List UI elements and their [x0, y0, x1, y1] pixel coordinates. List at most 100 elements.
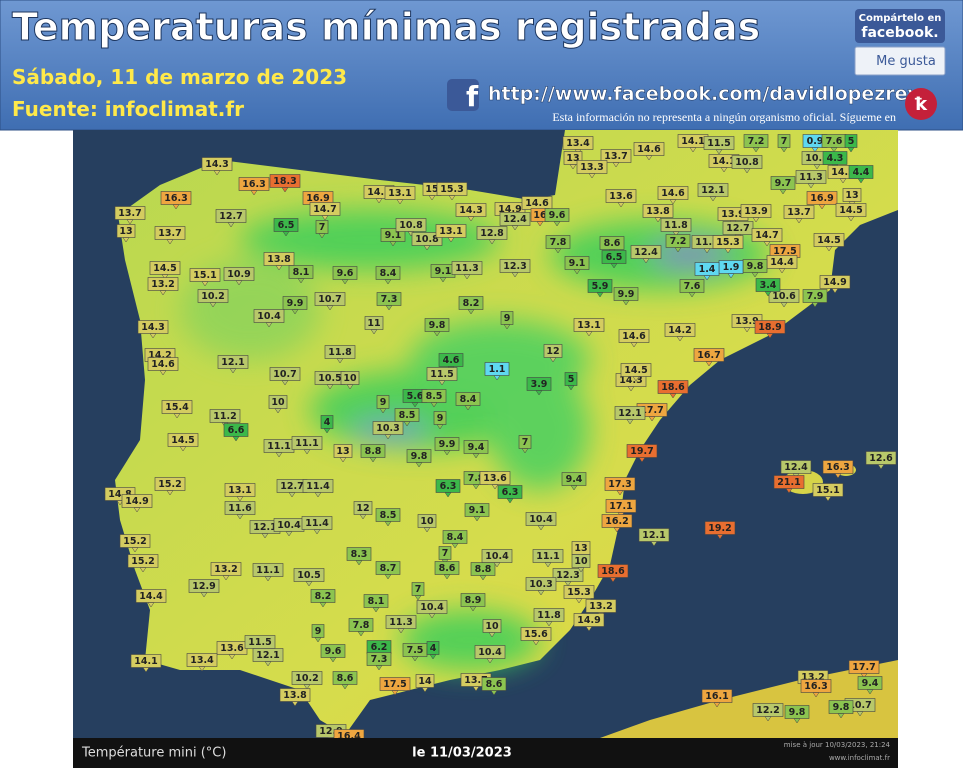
station: 9.4	[463, 440, 489, 459]
station-value: 16.7	[697, 350, 720, 361]
station-value: 13.6	[220, 643, 244, 654]
station: 10.8	[411, 232, 443, 251]
station-value: 9.4	[566, 474, 583, 485]
station-box	[252, 648, 284, 662]
station: 11.5	[703, 136, 735, 155]
station-box	[372, 421, 404, 435]
station-value: 13	[566, 153, 579, 164]
station-box	[835, 203, 867, 217]
station-box	[346, 547, 372, 561]
station: 10.4	[474, 645, 506, 664]
station: 12.8	[476, 226, 508, 245]
footer-site: www.infoclimat.fr	[829, 754, 890, 762]
station-value: 10.4	[257, 311, 281, 322]
station-value: 14	[418, 676, 432, 687]
station-value: 16.2	[605, 516, 628, 527]
station-value: 14.9	[125, 496, 148, 507]
station: 4	[320, 415, 334, 434]
station: 14.5	[167, 433, 199, 452]
station: 8.2	[310, 589, 336, 608]
station: 12.7	[215, 209, 247, 228]
station: 10.3	[525, 577, 557, 596]
station-box	[564, 372, 578, 386]
station-value: 13.4	[190, 655, 214, 666]
station-value: 8.3	[351, 549, 368, 560]
station: 12	[353, 501, 373, 520]
station: 7.3	[376, 292, 402, 311]
station-box	[857, 676, 883, 690]
station-value: 16.9	[306, 193, 329, 204]
station: 15.3	[436, 182, 468, 201]
like-button[interactable]	[854, 46, 946, 76]
station-box	[154, 477, 186, 491]
station-value: 0.9	[807, 136, 824, 147]
station-value: 9.1	[385, 230, 402, 241]
station: 9.8	[784, 705, 810, 724]
station: 12.9	[188, 579, 220, 598]
station-box	[197, 289, 229, 303]
station-value: 8.2	[315, 591, 332, 602]
station-value: 15.3	[440, 184, 463, 195]
station: 10.4	[273, 518, 305, 537]
station-box	[601, 250, 627, 264]
station-box	[770, 176, 796, 190]
station-box	[451, 261, 483, 275]
share-line2: facebook.	[861, 25, 938, 41]
station-value: 15.2	[123, 536, 146, 547]
station-value: 16.3	[164, 193, 187, 204]
station-value: 12.1	[642, 530, 665, 541]
station-value: 8.6	[604, 238, 621, 249]
station-box	[324, 345, 356, 359]
logo	[905, 88, 937, 120]
station-value: 12.1	[701, 185, 724, 196]
station-value: 13	[336, 446, 349, 457]
station-value: 14.1	[134, 656, 157, 667]
station-value: 12.7	[280, 481, 303, 492]
station-value: 17.7	[640, 405, 663, 416]
station: 10.4	[525, 512, 557, 531]
station-box	[848, 660, 880, 674]
station: 10.5	[293, 568, 325, 587]
station-box	[561, 472, 587, 486]
station-box	[526, 377, 552, 391]
station-box	[224, 501, 256, 515]
facebook-url[interactable]: http://www.facebook.com/davidlopezrey	[488, 83, 921, 106]
station-value: 10.4	[529, 514, 553, 525]
share-button[interactable]	[855, 9, 945, 43]
station: 9	[500, 311, 514, 330]
station-box	[604, 477, 636, 491]
station-box	[587, 279, 613, 293]
station: 16.1	[701, 689, 733, 708]
station: 13.1	[435, 224, 467, 243]
station-value: 8.6	[337, 673, 354, 684]
station-box	[638, 528, 670, 542]
station: 11.1	[252, 563, 284, 582]
station: 15.3	[712, 235, 744, 254]
station: 10.3	[372, 421, 404, 440]
station: 10	[268, 395, 288, 414]
station-box	[755, 278, 781, 292]
station: 6.3	[497, 485, 523, 504]
station: 13.6	[479, 471, 511, 490]
station: 13.2	[210, 562, 242, 581]
station-value: 14.5	[624, 365, 647, 376]
station-box	[474, 645, 506, 659]
station-value: 14.4	[770, 257, 794, 268]
station-value: 6.5	[278, 220, 295, 231]
facebook-icon	[447, 79, 479, 111]
station: 14.5	[149, 261, 181, 280]
station-value: 3.9	[531, 379, 548, 390]
like-text: Me gusta	[876, 54, 936, 69]
station-value: 11.2	[213, 411, 236, 422]
station-box	[282, 296, 308, 310]
station: 7.2	[665, 234, 691, 253]
station-value: 11.3	[389, 617, 412, 628]
station-value: 15.1	[193, 270, 216, 281]
station: 10	[417, 514, 437, 533]
station-value: 7.5	[407, 645, 424, 656]
station-value: 12.9	[192, 581, 215, 592]
station-box	[353, 501, 373, 515]
station-value: 19.2	[708, 523, 731, 534]
station-box	[532, 549, 564, 563]
station-value: 10.5	[297, 570, 320, 581]
